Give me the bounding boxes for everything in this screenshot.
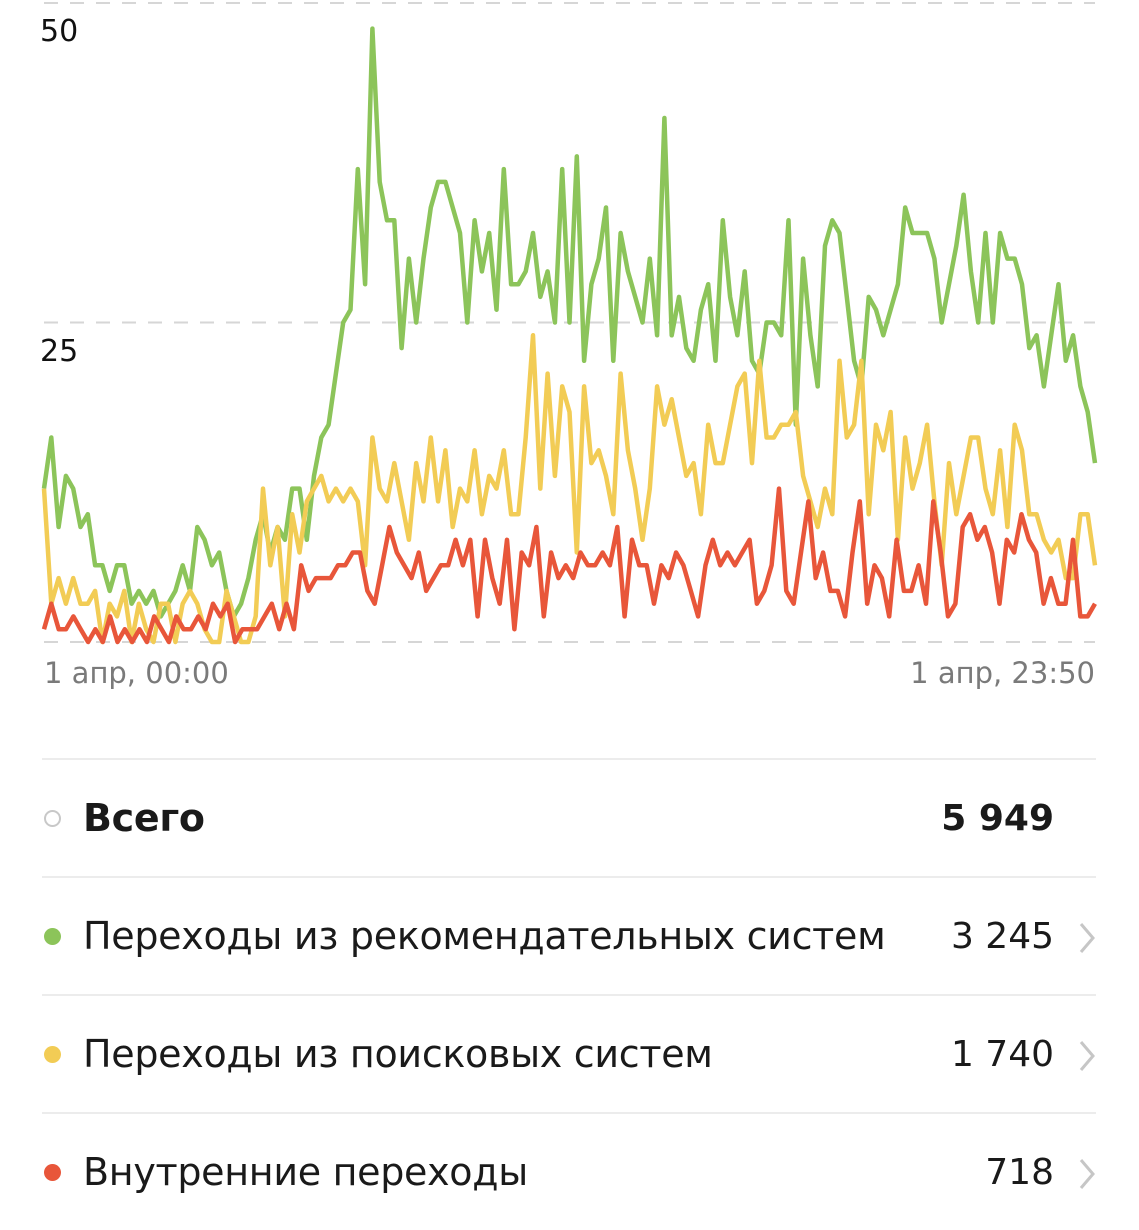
row-value: 3 245 [950, 915, 1054, 957]
row-label: Всего [83, 796, 205, 840]
series-color-dot-icon[interactable] [44, 927, 61, 945]
traffic-line-chart: 50 25 1 апр, 00:00 1 апр, 23:50 [40, 2, 1098, 690]
chart-plot-area [41, 2, 1098, 645]
row-value: 5 949 [941, 797, 1054, 839]
chevron-right-icon[interactable] [1054, 1031, 1096, 1077]
series-color-dot-icon[interactable] [44, 1163, 61, 1181]
y-tick-25: 25 [40, 334, 79, 369]
row-label: Переходы из рекомендательных систем [83, 914, 886, 958]
series-color-dot-icon[interactable] [44, 1045, 61, 1063]
series-line [41, 333, 1098, 645]
traffic-sources-list: Всего 5 949 Переходы из рекомендательных… [42, 758, 1096, 1230]
series-toggle-dot-icon[interactable] [44, 809, 61, 827]
row-label: Внутренние переходы [83, 1150, 528, 1194]
x-tick-start: 1 апр, 00:00 [44, 656, 229, 690]
series-line [41, 486, 1097, 645]
row-internal-transitions[interactable]: Внутренние переходы 718 [42, 1112, 1096, 1230]
x-tick-end: 1 апр, 23:50 [910, 656, 1095, 690]
row-label: Переходы из поисковых систем [83, 1032, 713, 1076]
series-line [41, 26, 1098, 619]
row-recommendation-systems[interactable]: Переходы из рекомендательных систем 3 24… [42, 876, 1096, 994]
chevron-right-icon[interactable] [1054, 1149, 1096, 1195]
chevron-right-icon[interactable] [1054, 913, 1096, 959]
row-total[interactable]: Всего 5 949 [42, 758, 1096, 876]
row-value: 1 740 [950, 1033, 1054, 1075]
y-tick-50: 50 [40, 14, 79, 49]
row-value: 718 [985, 1151, 1054, 1193]
row-search-systems[interactable]: Переходы из поисковых систем 1 740 [42, 994, 1096, 1112]
